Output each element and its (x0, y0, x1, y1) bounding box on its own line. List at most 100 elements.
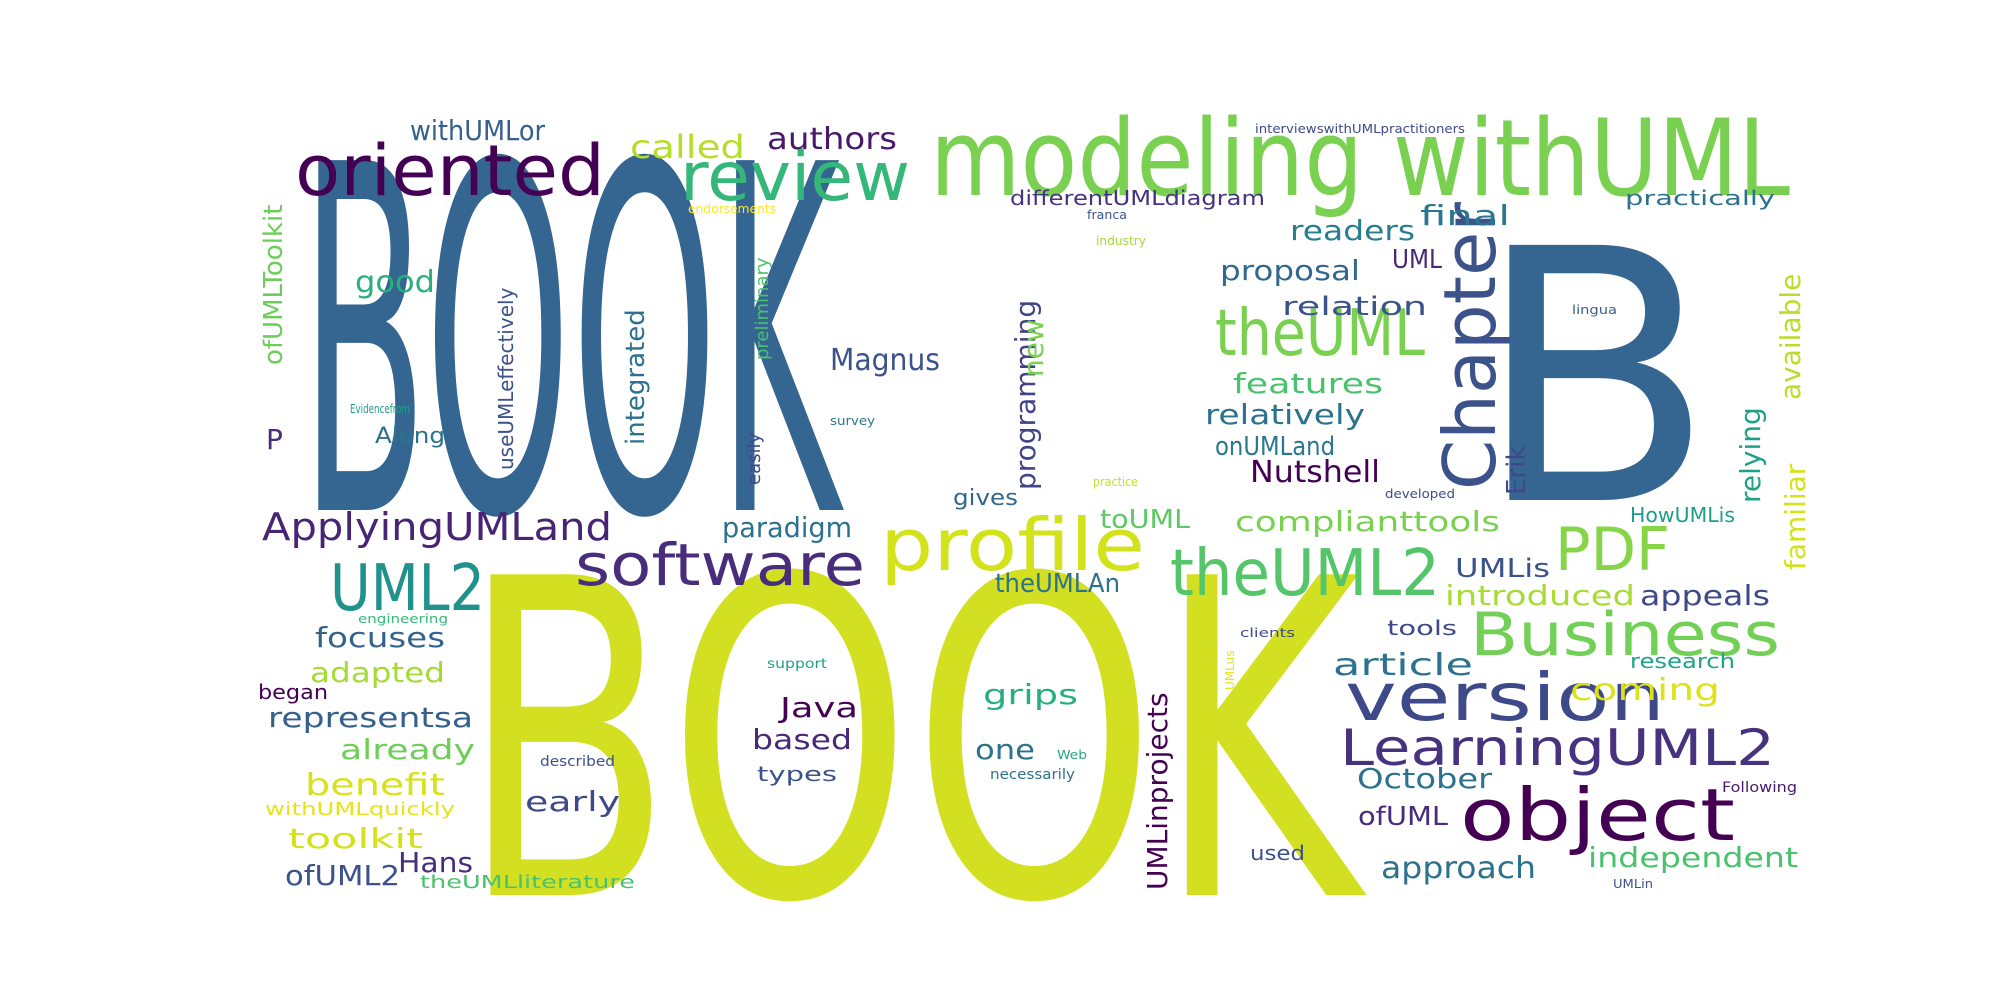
cloud-word: useUMLeffectively (494, 287, 518, 470)
cloud-word: integrated (621, 309, 651, 445)
cloud-word: BOOK (300, 65, 846, 624)
cloud-word: practice (1093, 475, 1138, 489)
cloud-word: theUMLliterature (420, 872, 635, 893)
cloud-word: complianttools (1235, 505, 1500, 538)
cloud-word: software (575, 531, 865, 599)
cloud-word: final (1420, 199, 1510, 232)
cloud-word: withUMLquickly (265, 799, 455, 820)
cloud-word: differentUMLdiagram (1010, 186, 1265, 210)
cloud-word: new (1017, 319, 1050, 377)
cloud-word: theUMLAn (995, 569, 1120, 599)
cloud-word: practically (1625, 186, 1775, 210)
cloud-word: features (1233, 367, 1383, 400)
cloud-word: tools (1387, 616, 1457, 640)
cloud-word: appeals (1640, 579, 1770, 612)
cloud-word: UMLin (1613, 877, 1653, 891)
cloud-word: authors (767, 122, 897, 157)
cloud-word: paradigm (722, 511, 852, 544)
cloud-word: based (752, 723, 852, 756)
cloud-word: HowUMLis (1630, 503, 1735, 527)
cloud-word: Following (1722, 780, 1797, 796)
cloud-word: types (757, 762, 837, 786)
cloud-word: described (540, 754, 615, 770)
cloud-word: Along (375, 424, 445, 449)
cloud-word: easily (744, 433, 765, 485)
cloud-word: franca (1087, 208, 1127, 222)
cloud-word: Hans (398, 846, 473, 879)
cloud-word: benefit (305, 768, 445, 803)
cloud-word: article (1333, 648, 1473, 683)
cloud-word: familiar (1779, 463, 1812, 570)
cloud-word: object (1460, 773, 1735, 857)
cloud-word: Business (1470, 600, 1780, 670)
cloud-word: adapted (310, 656, 445, 689)
cloud-word: developed (1385, 487, 1455, 501)
cloud-word: introduced (1445, 579, 1635, 612)
cloud-word: theUML (1215, 297, 1425, 371)
cloud-word: necessarily (990, 767, 1075, 783)
cloud-word: called (630, 128, 745, 166)
cloud-word: PDF (1555, 515, 1670, 585)
cloud-word: engineering (358, 612, 448, 626)
cloud-word: withUMLor (410, 114, 545, 147)
cloud-word: began (258, 680, 328, 704)
cloud-word: preliminary (752, 257, 773, 360)
cloud-word: focuses (315, 621, 445, 654)
cloud-word: proposal (1220, 254, 1360, 287)
cloud-word: readers (1290, 214, 1415, 247)
cloud-word: good (355, 265, 435, 300)
cloud-word: Erik (1502, 446, 1532, 495)
cloud-word: version (1345, 659, 1665, 736)
cloud-word: industry (1096, 234, 1146, 248)
cloud-word: UML2 (330, 552, 485, 626)
cloud-word: interviewswithUMLpractitioners (1255, 122, 1465, 136)
cloud-word: coming (1570, 673, 1720, 708)
cloud-word: UMLis (1455, 554, 1550, 584)
cloud-word: programming (1009, 300, 1042, 490)
cloud-word: representsa (268, 701, 473, 734)
cloud-word: Web (1057, 748, 1087, 762)
cloud-word: BOOK (460, 487, 1370, 999)
cloud-word: UMLinprojects (1141, 692, 1174, 890)
cloud-word: ofUMLToolkit (259, 205, 289, 365)
cloud-word: relation (1282, 292, 1427, 322)
cloud-word: support (767, 657, 827, 672)
cloud-word: already (340, 733, 475, 766)
cloud-word: ofUML2 (285, 859, 400, 892)
cloud-word: Chapter (1428, 202, 1512, 490)
cloud-word: early (525, 785, 620, 818)
cloud-word: research (1630, 649, 1735, 673)
cloud-word: toolkit (288, 822, 423, 855)
cloud-word: clients (1240, 626, 1295, 640)
cloud-word: relatively (1205, 398, 1365, 431)
cloud-word: onUMLand (1215, 432, 1335, 462)
cloud-word: profile (880, 503, 1145, 587)
cloud-word: gives (953, 486, 1018, 511)
cloud-word: Java (777, 691, 858, 724)
cloud-word: P (266, 423, 283, 456)
cloud-word: survey (830, 414, 875, 428)
cloud-word: relying (1734, 407, 1767, 503)
cloud-word: LearningUML2 (1340, 719, 1775, 777)
cloud-word: October (1357, 762, 1493, 795)
cloud-word: ofUML (1358, 802, 1449, 832)
cloud-word: toUML (1100, 505, 1191, 535)
cloud-word: UMLus (1223, 651, 1237, 690)
cloud-word: approach (1381, 851, 1536, 886)
cloud-word: oriented (295, 130, 605, 212)
cloud-word: UML (1392, 245, 1442, 275)
cloud-word: available (1774, 274, 1807, 400)
cloud-word: one (975, 733, 1035, 766)
cloud-word: modeling withUML (930, 97, 1790, 220)
cloud-word: lingua (1572, 303, 1617, 317)
cloud-word: Nutshell (1250, 455, 1380, 490)
cloud-word: used (1250, 841, 1305, 865)
cloud-word: ApplyingUMLand (262, 505, 612, 549)
cloud-word: grips (983, 678, 1078, 711)
cloud-word: endorsements (688, 202, 776, 216)
cloud-word: review (680, 138, 910, 217)
cloud-word: Magnus (830, 343, 940, 378)
cloud-word: B (1475, 175, 1715, 583)
